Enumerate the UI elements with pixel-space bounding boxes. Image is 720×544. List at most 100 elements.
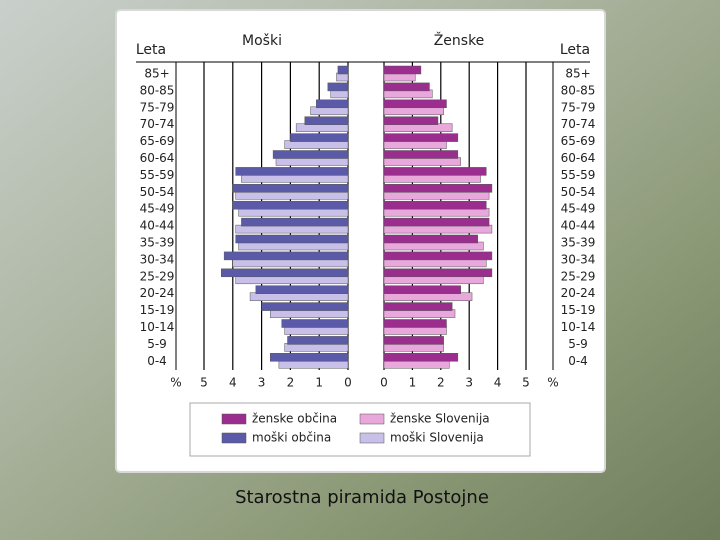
bar [235, 167, 349, 176]
age-label: 75-79 [140, 100, 175, 114]
bar [383, 184, 493, 193]
unit-right: % [547, 376, 558, 390]
bar [383, 302, 453, 311]
age-label: 85+ [144, 67, 169, 81]
x-tick-label: 2 [437, 376, 445, 390]
bar [327, 82, 349, 92]
legend-swatch [359, 432, 385, 444]
age-label: 40-44 [561, 219, 596, 233]
legend-swatch [359, 413, 385, 425]
bar [232, 184, 349, 193]
bar [255, 285, 349, 294]
age-label: 80-85 [561, 83, 596, 97]
age-label: 50-54 [561, 185, 596, 199]
x-tick-label: 3 [465, 376, 473, 390]
bar [383, 116, 439, 125]
x-tick-label: 0 [344, 376, 352, 390]
age-label: 20-24 [140, 286, 175, 300]
age-label: 35-39 [140, 236, 175, 250]
age-label: 60-64 [140, 151, 175, 165]
bar [316, 99, 349, 109]
age-label: 5-9 [568, 337, 588, 351]
age-label: 30-34 [140, 252, 175, 266]
x-tick-label: 4 [229, 376, 237, 390]
unit-left: % [170, 376, 181, 390]
age-label: 50-54 [140, 185, 175, 199]
age-label: 10-14 [561, 320, 596, 334]
bar [383, 336, 444, 345]
age-label: 15-19 [140, 303, 175, 317]
age-label: 0-4 [147, 354, 167, 368]
x-tick-label: 0 [380, 376, 388, 390]
age-label: 25-29 [561, 269, 596, 283]
bar [383, 319, 447, 328]
right-title: Ženske [434, 31, 485, 49]
age-label: 60-64 [561, 151, 596, 165]
age-label: 65-69 [561, 134, 596, 148]
bar [383, 82, 430, 92]
bar [241, 217, 349, 227]
age-label: 0-4 [568, 354, 588, 368]
age-label: 45-49 [561, 202, 596, 216]
x-tick-label: 5 [200, 376, 208, 390]
age-label: 85+ [565, 67, 590, 81]
x-tick-label: 4 [494, 376, 502, 390]
age-label-right: Leta [560, 42, 590, 58]
age-label: 80-85 [140, 83, 175, 97]
age-label: 45-49 [140, 202, 175, 216]
x-tick-label: 1 [315, 376, 323, 390]
bar [383, 133, 459, 142]
caption: Starostna piramida Postojne [235, 487, 489, 508]
bar [281, 319, 349, 328]
age-label-left: Leta [136, 42, 166, 58]
age-label: 35-39 [561, 236, 596, 250]
legend-swatch [221, 413, 247, 425]
age-label: 70-74 [140, 117, 175, 131]
bar [304, 116, 349, 125]
age-label: 25-29 [140, 269, 175, 283]
bar [232, 200, 349, 210]
legend-label: ženske Slovenija [390, 412, 490, 426]
bar [223, 251, 349, 261]
age-label: 20-24 [561, 286, 596, 300]
legend-label: moški Slovenija [390, 431, 484, 445]
bar [337, 65, 349, 75]
bar [221, 268, 349, 278]
age-label: 55-59 [140, 168, 175, 182]
age-label: 15-19 [561, 303, 596, 317]
legend-label: moški občina [252, 431, 331, 445]
age-label: 55-59 [561, 168, 596, 182]
chart-panel [115, 9, 606, 473]
x-tick-label: 5 [522, 376, 530, 390]
bar [383, 285, 461, 294]
bar [383, 251, 493, 261]
age-label: 70-74 [561, 117, 596, 131]
x-tick-label: 1 [409, 376, 417, 390]
legend-label: ženske občina [252, 412, 337, 426]
bar [287, 336, 349, 345]
bar [383, 150, 459, 159]
bar [383, 167, 487, 176]
bar [383, 200, 487, 210]
x-tick-label: 3 [258, 376, 266, 390]
bar [272, 150, 349, 159]
bar [383, 217, 490, 227]
bar [290, 133, 349, 142]
bar [235, 234, 349, 244]
age-label: 10-14 [140, 320, 175, 334]
age-label: 30-34 [561, 252, 596, 266]
legend-swatch [221, 432, 247, 444]
bar [383, 65, 422, 75]
bar [383, 234, 478, 244]
bar [269, 353, 349, 362]
age-label: 40-44 [140, 219, 175, 233]
age-label: 5-9 [147, 337, 167, 351]
bar [261, 302, 349, 311]
age-label: 75-79 [561, 100, 596, 114]
bar [383, 99, 447, 109]
bar [383, 353, 459, 362]
x-tick-label: 2 [287, 376, 295, 390]
age-label: 65-69 [140, 134, 175, 148]
